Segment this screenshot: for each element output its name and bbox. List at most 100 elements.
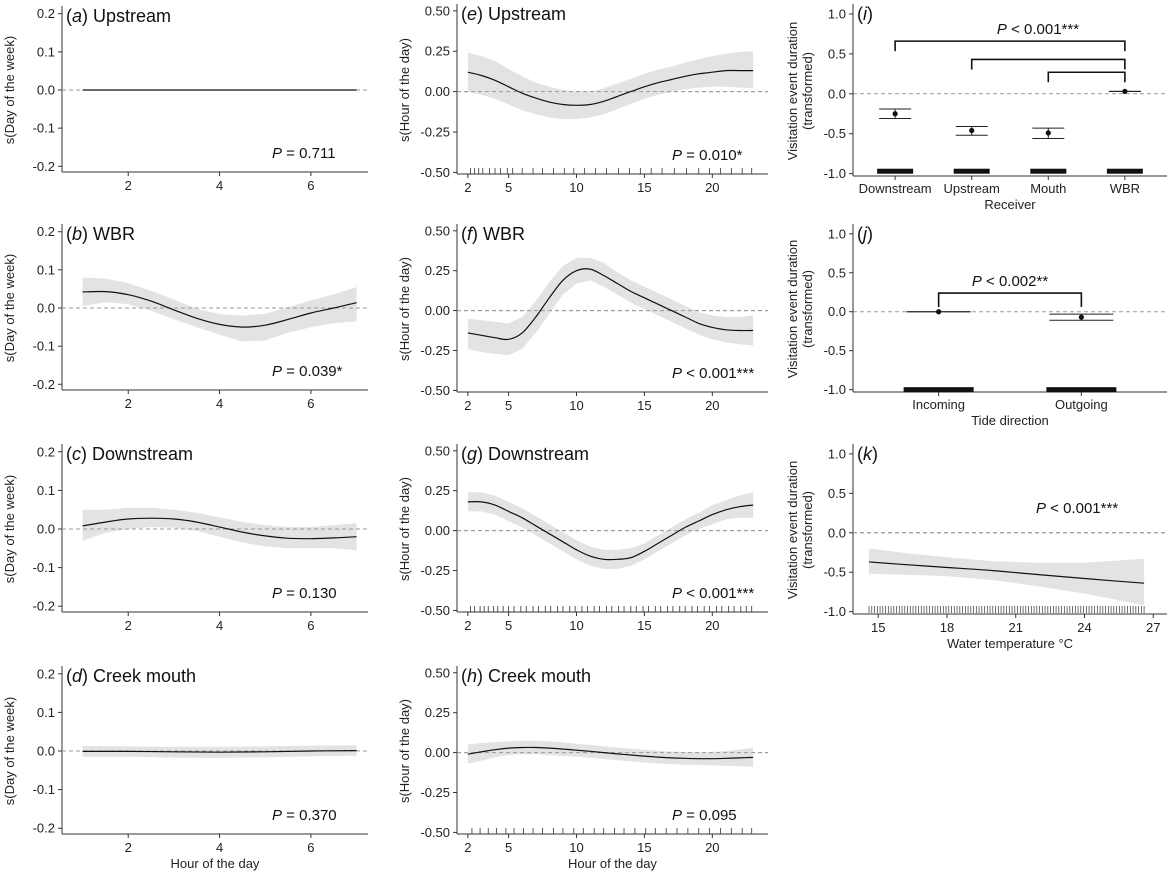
panel-i: 1.0 0.5 0.0 -0.5 -1.0 Downstream Upstream Mouth… [785, 4, 1167, 212]
y-tick-label: 0.1 [37, 44, 55, 59]
smooth-line [467, 69, 754, 106]
x-tick-label: 18 [940, 620, 954, 635]
confidence-band [467, 257, 754, 356]
x-tick-label: 5 [505, 840, 512, 855]
rug-bar [953, 168, 990, 174]
y-tick-label: 0.00 [425, 303, 450, 318]
y-axis-title: (transformed) [800, 491, 815, 569]
smooth-line [467, 268, 754, 341]
y-tick-label: 0.1 [37, 705, 55, 720]
rug-bar [1030, 168, 1067, 174]
x-tick-label: 10 [569, 618, 583, 633]
y-tick-label: 0.5 [828, 265, 846, 280]
y-tick-label: 0.1 [37, 483, 55, 498]
confidence-band [467, 51, 754, 120]
p-value: P = 0.711 [272, 145, 336, 162]
x-tick-label: 27 [1146, 620, 1160, 635]
significance-bracket [894, 40, 1126, 52]
significance-bracket [970, 58, 1126, 70]
y-tick-label: 0.5 [828, 46, 846, 61]
x-tick-label: 15 [637, 840, 651, 855]
panel-label: (d) Creek mouth [66, 666, 196, 686]
y-tick-label: -0.2 [33, 599, 55, 614]
x-tick-label: 5 [505, 180, 512, 195]
p-value: P < 0.001*** [672, 585, 754, 602]
p-value: P = 0.010* [672, 147, 743, 164]
x-tick-label: 20 [705, 180, 719, 195]
y-tick-label: 0.2 [37, 444, 55, 459]
rug-bar [877, 168, 914, 174]
smooth-line [467, 746, 754, 760]
confidence-band [869, 548, 1145, 606]
y-tick-label: -0.5 [824, 565, 846, 580]
x-tick-label: 6 [307, 396, 314, 411]
panel-label: (b) WBR [66, 224, 135, 244]
y-tick-label: -0.50 [420, 383, 450, 398]
x-tick-label: Upstream [944, 181, 1000, 196]
y-tick-label: 0.0 [37, 83, 55, 98]
panel-label: (h) Creek mouth [461, 666, 591, 686]
y-tick-label: 0.0 [828, 304, 846, 319]
x-tick-label: 20 [705, 618, 719, 633]
significance-bracket [937, 292, 1083, 308]
panel-j: 1.0 0.5 0.0 -0.5 -1.0 Incoming Outgoing Visitat… [785, 224, 1167, 428]
rug-bar [903, 387, 974, 393]
panel-h: 0.50 0.25 0.00 -0.25 -0.50 2 5 10 15 20 s(Hour of … [397, 665, 768, 871]
panel-k: 1.0 0.5 0.0 -0.5 -1.0 15 18 21 24 27 Visitation ev… [785, 444, 1167, 651]
x-tick-label: Mouth [1030, 181, 1066, 196]
x-tick-label: 20 [705, 398, 719, 413]
x-tick-label: 2 [125, 178, 132, 193]
y-axis-title: s(Day of the week) [2, 697, 17, 805]
rug-bar [1046, 387, 1117, 393]
x-tick-label: 2 [125, 840, 132, 855]
y-axis-title: s(Day of the week) [2, 36, 17, 144]
panel-label: (k) [857, 444, 878, 464]
y-tick-label: -1.0 [824, 166, 846, 181]
y-tick-label: -0.1 [33, 339, 55, 354]
y-tick-label: -0.2 [33, 377, 55, 392]
mean-point [936, 309, 942, 315]
y-axis-title: s(Hour of the day) [397, 38, 412, 142]
panel-label: (a) Upstream [66, 6, 171, 26]
significance-bracket [1047, 71, 1126, 83]
p-value: P < 0.001*** [672, 365, 754, 382]
y-tick-label: -1.0 [824, 604, 846, 619]
x-tick-label: WBR [1110, 181, 1140, 196]
x-tick-label: 15 [637, 180, 651, 195]
x-tick-label: 4 [216, 840, 223, 855]
x-tick-label: 10 [569, 398, 583, 413]
x-tick-label: 2 [464, 180, 471, 195]
panel-c: 0.2 0.1 0.0 -0.1 -0.2 2 4 6 s(Day of the week) (c… [2, 444, 368, 633]
x-tick-label: 2 [464, 840, 471, 855]
x-tick-label: 24 [1077, 620, 1091, 635]
smooth-line [869, 561, 1145, 584]
y-axis-title: s(Hour of the day) [397, 257, 412, 361]
x-tick-label: 6 [307, 840, 314, 855]
x-tick-label: 10 [569, 840, 583, 855]
smooth-line [467, 501, 754, 561]
y-tick-label: -1.0 [824, 382, 846, 397]
y-axis-title: (transformed) [800, 270, 815, 348]
y-tick-label: -0.2 [33, 159, 55, 174]
x-tick-label: 5 [505, 398, 512, 413]
x-tick-label: 2 [125, 396, 132, 411]
y-tick-label: 0.2 [37, 224, 55, 239]
y-tick-label: 0.0 [828, 86, 846, 101]
p-value: P = 0.370 [272, 807, 337, 824]
y-axis-title: Visitation event duration [785, 240, 800, 379]
smooth-line [82, 750, 357, 753]
x-axis-title: Hour of the day [568, 856, 657, 871]
confidence-band [82, 745, 357, 758]
x-tick-label: 4 [216, 618, 223, 633]
y-tick-label: 0.5 [828, 486, 846, 501]
p-value: P = 0.130 [272, 585, 337, 602]
mean-point [969, 127, 975, 134]
y-axis-title: s(Hour of the day) [397, 699, 412, 803]
y-tick-label: -0.50 [420, 603, 450, 618]
p-value: P < 0.001*** [1036, 500, 1118, 517]
y-tick-label: 0.25 [425, 483, 450, 498]
x-tick-label: 15 [871, 620, 885, 635]
y-axis-title: (transformed) [800, 52, 815, 130]
mean-point [1078, 314, 1084, 320]
